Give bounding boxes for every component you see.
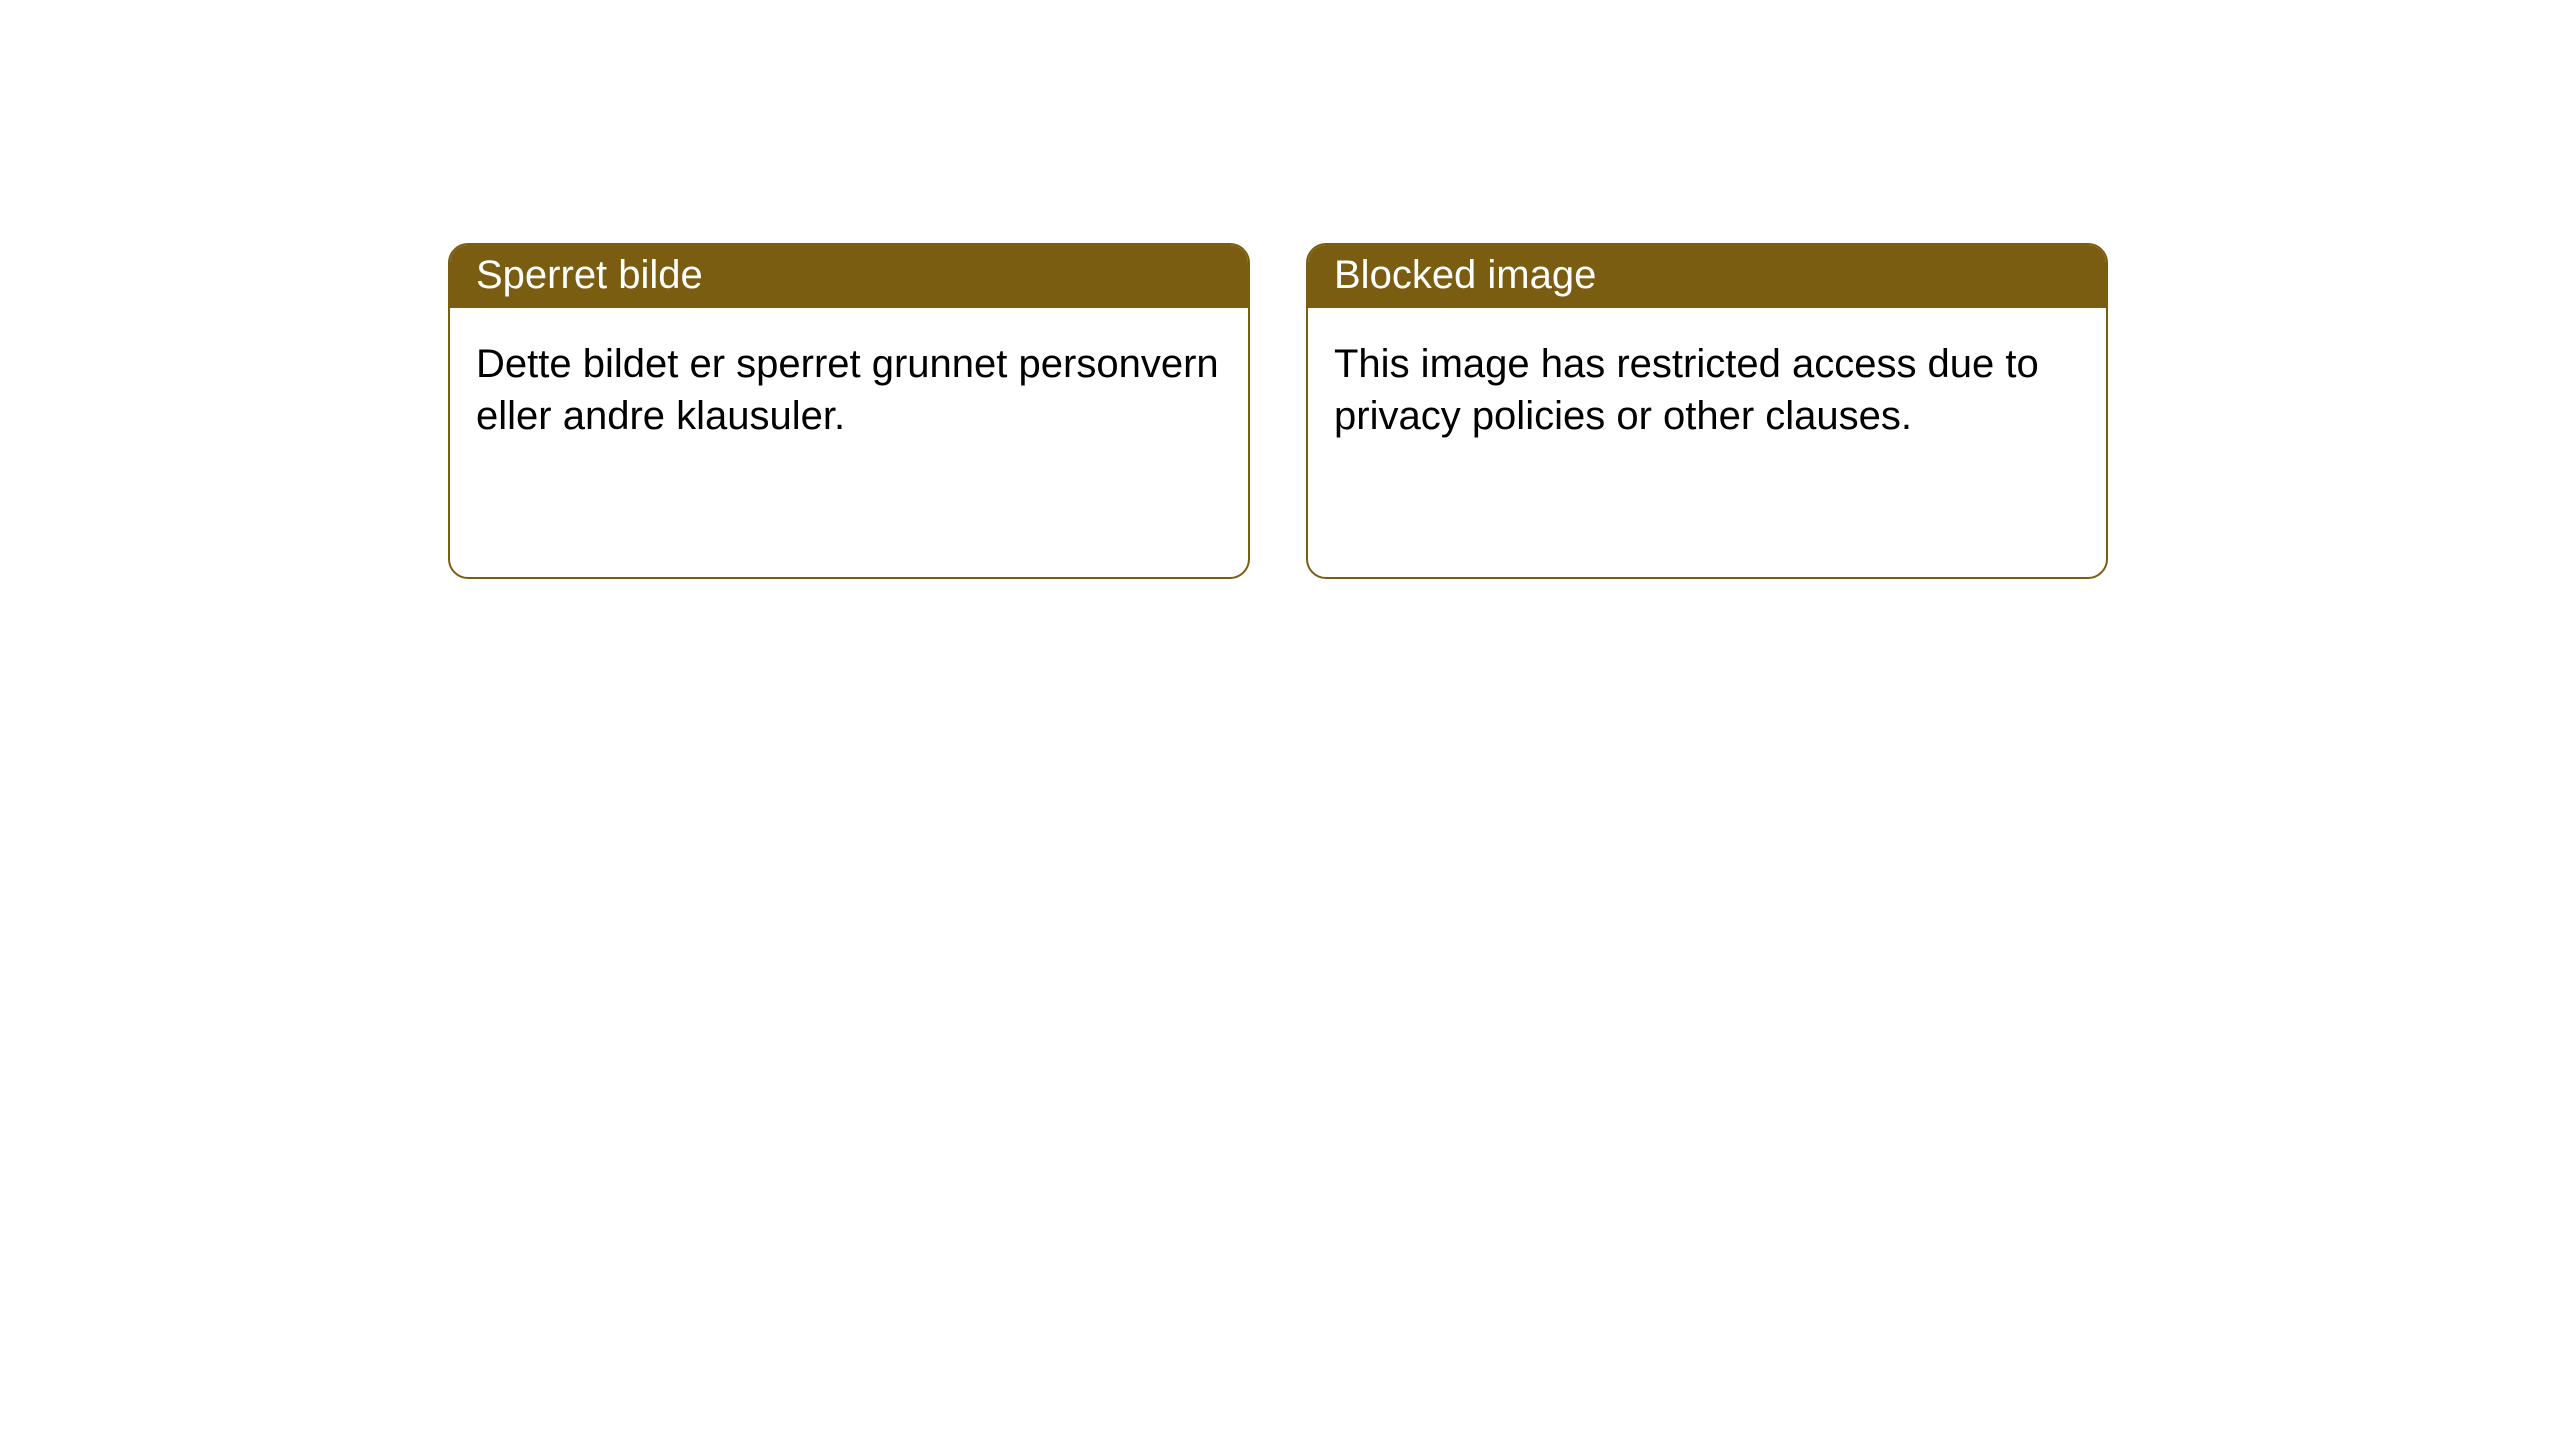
notice-card-english: Blocked image This image has restricted … xyxy=(1306,243,2108,579)
card-body-text: Dette bildet er sperret grunnet personve… xyxy=(450,308,1248,472)
card-body-text: This image has restricted access due to … xyxy=(1308,308,2106,472)
notice-card-norwegian: Sperret bilde Dette bildet er sperret gr… xyxy=(448,243,1250,579)
notice-cards-container: Sperret bilde Dette bildet er sperret gr… xyxy=(0,0,2560,579)
card-title: Sperret bilde xyxy=(450,245,1248,308)
card-title: Blocked image xyxy=(1308,245,2106,308)
